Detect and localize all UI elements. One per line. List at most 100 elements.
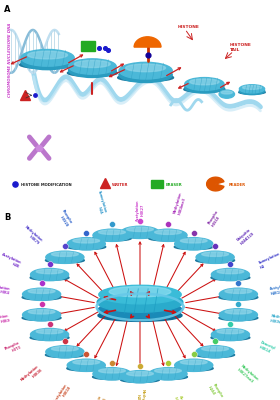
Ellipse shape xyxy=(202,252,228,256)
Ellipse shape xyxy=(185,78,224,90)
Ellipse shape xyxy=(126,64,165,72)
Text: READER: READER xyxy=(228,183,245,187)
Ellipse shape xyxy=(118,74,174,82)
Point xyxy=(39,280,44,286)
Ellipse shape xyxy=(217,269,244,274)
Ellipse shape xyxy=(219,288,257,300)
Ellipse shape xyxy=(28,289,55,294)
FancyBboxPatch shape xyxy=(151,180,163,188)
Text: HISTONE: HISTONE xyxy=(178,25,200,29)
Ellipse shape xyxy=(211,328,249,341)
Ellipse shape xyxy=(21,50,74,66)
Text: Phospho
H3T3: Phospho H3T3 xyxy=(4,340,22,355)
Ellipse shape xyxy=(196,352,235,358)
Text: WRITER: WRITER xyxy=(112,183,128,187)
Text: Methylation
H3K9me3: Methylation H3K9me3 xyxy=(270,314,280,326)
Text: Ubiquitin
H2BK120: Ubiquitin H2BK120 xyxy=(94,395,107,400)
Text: Acetylation
H3K27: Acetylation H3K27 xyxy=(136,199,144,221)
Wedge shape xyxy=(134,37,161,47)
Ellipse shape xyxy=(196,258,235,263)
Ellipse shape xyxy=(20,61,76,69)
Ellipse shape xyxy=(242,86,262,89)
Ellipse shape xyxy=(99,285,181,304)
Text: Methylation
H3K4: Methylation H3K4 xyxy=(0,284,10,296)
Ellipse shape xyxy=(98,302,182,318)
Point xyxy=(63,243,67,250)
Ellipse shape xyxy=(239,90,265,94)
Ellipse shape xyxy=(22,295,61,300)
Ellipse shape xyxy=(239,85,265,93)
Point xyxy=(84,351,88,358)
Point xyxy=(192,351,196,358)
Ellipse shape xyxy=(211,275,250,280)
Ellipse shape xyxy=(180,360,207,364)
Ellipse shape xyxy=(225,310,252,314)
Text: HISTONE
TAIL: HISTONE TAIL xyxy=(230,43,251,52)
Ellipse shape xyxy=(28,310,55,314)
Ellipse shape xyxy=(190,79,219,85)
Text: Sumoylation
H4: Sumoylation H4 xyxy=(258,252,280,270)
Text: HISTONE MODIFICATION: HISTONE MODIFICATION xyxy=(21,183,72,187)
Ellipse shape xyxy=(175,238,213,250)
Text: Phospho
H3S28: Phospho H3S28 xyxy=(57,209,73,228)
Ellipse shape xyxy=(155,368,181,373)
Ellipse shape xyxy=(67,359,105,372)
Ellipse shape xyxy=(67,70,117,76)
Ellipse shape xyxy=(149,236,187,241)
Ellipse shape xyxy=(45,352,84,358)
Point xyxy=(166,221,170,228)
Point xyxy=(103,45,107,51)
Point xyxy=(228,260,233,267)
Ellipse shape xyxy=(174,244,213,250)
Ellipse shape xyxy=(22,315,61,320)
Ellipse shape xyxy=(155,230,181,234)
Ellipse shape xyxy=(73,238,100,243)
Point xyxy=(228,320,233,327)
Ellipse shape xyxy=(46,346,84,358)
Ellipse shape xyxy=(30,335,69,340)
Ellipse shape xyxy=(127,372,153,376)
Ellipse shape xyxy=(211,268,249,281)
Ellipse shape xyxy=(174,366,213,371)
Ellipse shape xyxy=(185,81,224,93)
Ellipse shape xyxy=(93,229,131,242)
Ellipse shape xyxy=(93,368,131,380)
Text: ERASER: ERASER xyxy=(166,183,182,187)
Point xyxy=(33,92,37,98)
Point xyxy=(37,144,41,151)
Ellipse shape xyxy=(149,368,187,380)
Ellipse shape xyxy=(217,329,244,334)
Ellipse shape xyxy=(23,288,61,300)
Ellipse shape xyxy=(121,371,159,383)
Text: Acetylation
H2B: Acetylation H2B xyxy=(0,252,22,270)
Ellipse shape xyxy=(46,251,84,264)
Ellipse shape xyxy=(52,346,78,351)
Wedge shape xyxy=(207,177,224,191)
Ellipse shape xyxy=(73,360,100,364)
Ellipse shape xyxy=(31,328,69,341)
Text: Acetylation
H4K16: Acetylation H4K16 xyxy=(270,284,280,296)
Ellipse shape xyxy=(74,60,110,68)
Text: Methylation
H3K4me3: Methylation H3K4me3 xyxy=(173,191,188,215)
Ellipse shape xyxy=(219,309,257,321)
Ellipse shape xyxy=(119,67,172,82)
FancyBboxPatch shape xyxy=(81,41,95,51)
Ellipse shape xyxy=(225,289,252,294)
Ellipse shape xyxy=(121,233,159,238)
Text: Acetylation
H3K18: Acetylation H3K18 xyxy=(53,382,73,400)
Ellipse shape xyxy=(31,268,69,281)
Ellipse shape xyxy=(21,54,74,70)
Text: B: B xyxy=(4,213,11,222)
Ellipse shape xyxy=(30,275,69,280)
Ellipse shape xyxy=(98,310,182,321)
Ellipse shape xyxy=(93,236,131,241)
Ellipse shape xyxy=(219,295,258,300)
Point xyxy=(110,360,114,366)
Ellipse shape xyxy=(23,309,61,321)
Text: CHROMOSOME NUCLEOSOME DNA: CHROMOSOME NUCLEOSOME DNA xyxy=(8,23,12,97)
Point xyxy=(63,338,67,344)
Ellipse shape xyxy=(121,377,159,382)
Ellipse shape xyxy=(180,238,207,243)
Text: Ubiquitin
H2AK119: Ubiquitin H2AK119 xyxy=(237,228,255,246)
Ellipse shape xyxy=(52,252,78,256)
